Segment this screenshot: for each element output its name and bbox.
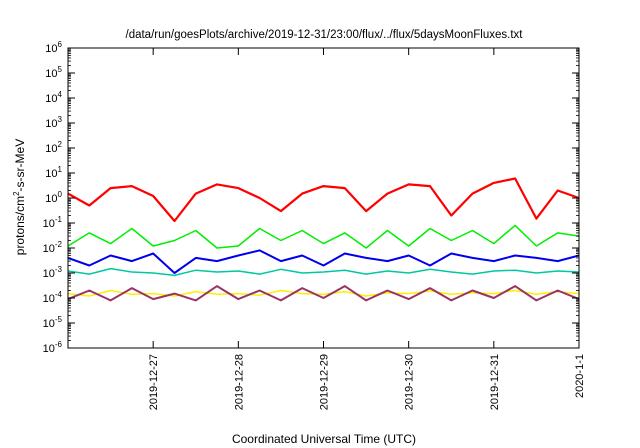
y-tick-base: 10 (45, 118, 57, 130)
y-tick-exp: -3 (55, 265, 63, 274)
y-tick-label: 100 (45, 190, 62, 205)
x-tick-label: 2019-12-30 (404, 354, 416, 410)
plot-frame (67, 47, 580, 349)
y-tick-base: 10 (43, 318, 55, 330)
x-tick-label: 2019-12-29 (319, 354, 331, 410)
y-tick-base: 10 (45, 193, 57, 205)
y-tick-label: 103 (45, 115, 62, 130)
y-tick-base: 10 (45, 93, 57, 105)
y-tick-label: 106 (45, 40, 62, 55)
series-line-5 (68, 289, 579, 297)
x-tick-label: 2020-1-1 (574, 354, 586, 398)
y-tick-base: 10 (43, 218, 55, 230)
y-tick-exp: -4 (55, 290, 63, 299)
x-tick-label: 2019-12-28 (233, 354, 245, 410)
y-axis-label-base: protons/cm (13, 196, 27, 255)
y-tick-base: 10 (43, 343, 55, 355)
y-axis-label: protons/cm2-s-sr-MeV (12, 139, 27, 255)
x-axis: 2019-12-27 2019-12-28 2019-12-29 2019-12-30… (148, 48, 586, 410)
y-tick-label: 105 (45, 65, 62, 80)
series-layer (68, 177, 579, 302)
x-tick-label: 2019-12-31 (489, 354, 501, 410)
y-axis-label-sup: 2 (12, 191, 21, 196)
y-tick-base: 10 (45, 168, 57, 180)
y-tick-exp: 3 (58, 115, 63, 124)
x-tick-label: 2019-12-27 (148, 354, 160, 410)
y-tick-exp: 0 (58, 190, 63, 199)
y-tick-base: 10 (43, 268, 55, 280)
chart-title: /data/run/goesPlots/archive/2019-12-31/2… (126, 29, 524, 41)
y-tick-exp: 1 (58, 165, 63, 174)
y-tick-label: 102 (45, 140, 62, 155)
y-tick-label: 104 (45, 90, 62, 105)
y-tick-label: 10-4 (43, 290, 63, 305)
series-line-2 (68, 224, 579, 249)
series-line-3 (68, 249, 579, 274)
y-tick-label: 10-2 (43, 240, 63, 255)
y-tick-label: 10-1 (43, 215, 63, 230)
y-tick-exp: 2 (58, 140, 63, 149)
y-tick-exp: -6 (55, 340, 63, 349)
y-tick-exp: -1 (55, 215, 63, 224)
series-line-4 (68, 267, 579, 277)
y-axis: 10-610-510-410-310-210-11001011021031041… (43, 40, 579, 355)
y-tick-base: 10 (45, 68, 57, 80)
y-tick-base: 10 (43, 293, 55, 305)
y-tick-exp: 6 (58, 40, 63, 49)
y-tick-base: 10 (43, 243, 55, 255)
series-line-6 (68, 285, 579, 302)
y-tick-base: 10 (45, 143, 57, 155)
y-tick-label: 10-5 (43, 315, 63, 330)
y-tick-label: 101 (45, 165, 62, 180)
y-tick-exp: -5 (55, 315, 63, 324)
y-tick-exp: -2 (55, 240, 63, 249)
x-axis-label: Coordinated Universal Time (UTC) (232, 432, 416, 446)
series-line-1 (68, 177, 579, 223)
y-tick-label: 10-3 (43, 265, 63, 280)
y-axis-label-rest: -s-sr-MeV (13, 139, 27, 192)
y-tick-exp: 4 (58, 90, 63, 99)
y-tick-base: 10 (45, 43, 57, 55)
y-tick-label: 10-6 (43, 340, 63, 355)
y-tick-exp: 5 (58, 65, 63, 74)
